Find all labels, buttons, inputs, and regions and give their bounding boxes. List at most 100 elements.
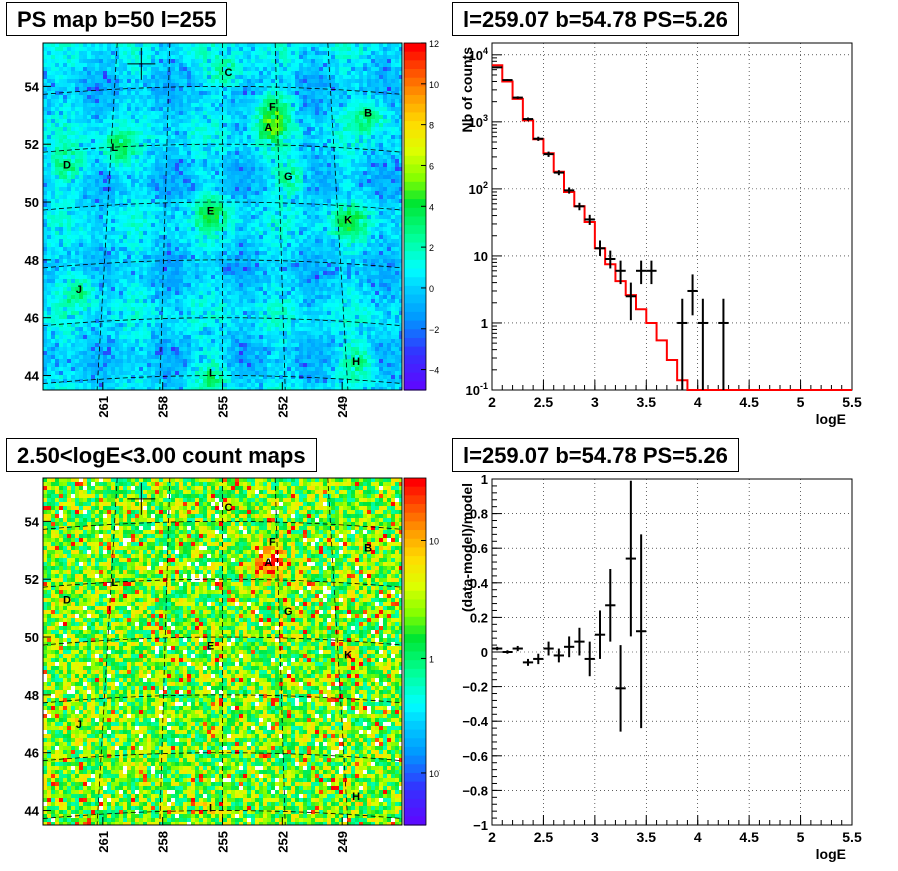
x-tick-label: 249: [335, 831, 350, 853]
data-point: [636, 260, 647, 285]
x-tick-label: 5.5: [842, 829, 862, 845]
data-point: [677, 298, 688, 390]
source-label: C: [225, 67, 233, 79]
source-label: E: [207, 206, 214, 218]
residual-point: [594, 610, 606, 659]
residual-point: [512, 645, 523, 652]
data-point: [533, 136, 544, 141]
x-tick-label: 4.5: [739, 394, 759, 410]
colorbar: 12 10 8 6 4 2 0 −2 −4: [403, 39, 439, 391]
x-tick-label: 258: [156, 831, 171, 853]
y-tick-label: −0.6: [462, 749, 488, 764]
residual-point: [584, 641, 595, 677]
x-tick-label: 2: [488, 394, 496, 410]
residual-point: [625, 480, 636, 637]
y-tick-label: 0.4: [470, 576, 489, 591]
y-tick-label: 48: [25, 253, 39, 268]
y-tick-label: 44: [25, 804, 40, 819]
heatmap-cells: [43, 43, 402, 390]
latitude-line: [42, 636, 403, 646]
x-axis-label: logE: [816, 846, 846, 862]
source-label: D: [63, 594, 71, 606]
source-label: H: [352, 791, 360, 803]
y-axis-label: (data-model)/model: [459, 483, 475, 612]
x-tick-label: 258: [156, 396, 171, 418]
data-point: [502, 79, 513, 82]
x-tick-label: 255: [216, 396, 231, 418]
heatmap-cells: [43, 478, 403, 826]
source-label: C: [225, 502, 233, 514]
colorbar-tick-label: 8: [429, 121, 434, 131]
ps-map-panel: 12 10 8 6 4 2 0 −2 −4 54 52 50 48 46 44 261 258 255 252 249…: [0, 0, 440, 440]
x-tick-label: 261: [96, 831, 111, 853]
latitude-line: [42, 578, 403, 588]
source-label: F: [269, 537, 276, 549]
source-label: L: [111, 577, 118, 589]
x-tick-label: 255: [216, 831, 231, 853]
graticule: [42, 42, 403, 391]
spectrum-panel: 2 2.5 3 3.5 4 4.5 5 5.5 104 103 102 10 1 10-1 logE Nb o…: [440, 0, 898, 440]
count-map-title: 2.50<logE<3.00 count maps: [6, 438, 317, 472]
data-point: [492, 66, 503, 69]
source-label: K: [344, 649, 352, 661]
grid: [491, 479, 853, 825]
residual-point: [492, 646, 503, 651]
y-tick-label: 104: [469, 46, 488, 63]
y-tick-label: 54: [25, 514, 40, 529]
data-point: [646, 260, 657, 285]
residual-point: [605, 568, 616, 642]
model-step-line: [492, 64, 852, 391]
y-tick-label: 0.8: [470, 507, 488, 522]
x-tick-label: 5: [797, 394, 805, 410]
y-tick-label: 50: [25, 195, 39, 210]
source-label: L: [111, 142, 118, 154]
source-label: K: [344, 214, 352, 226]
residual-point: [574, 627, 585, 656]
data-point: [687, 274, 698, 316]
longitude-line: [96, 477, 118, 826]
data-point: [553, 170, 564, 176]
source-label: A: [264, 122, 272, 134]
x-axis-label: logE: [816, 411, 846, 427]
y-tick-label: −0.8: [462, 783, 488, 798]
residual-point: [543, 641, 554, 656]
longitude-line: [159, 42, 171, 391]
data-point: [718, 298, 729, 390]
x-tick-label: 252: [275, 831, 290, 853]
x-tick-label: 3: [591, 394, 599, 410]
source-label: E: [207, 641, 214, 653]
colorbar: 10 1 10-1: [403, 477, 440, 826]
y-tick-label: 0: [481, 645, 488, 660]
data-point: [605, 250, 616, 269]
y-tick-label: 46: [25, 746, 39, 761]
count-map-panel: 10 1 10-1 54 52 50 48 46 44 261 258 255 252 249 C F B A L D…: [0, 436, 440, 871]
data-point: [522, 117, 534, 121]
y-tick-label: 54: [25, 79, 40, 94]
x-tick-label: 3.5: [637, 394, 657, 410]
y-tick-label: 102: [469, 180, 488, 197]
longitude-line: [274, 477, 286, 826]
y-tick-label: 103: [469, 113, 488, 130]
longitude-line: [96, 42, 118, 391]
x-tick-label: 3.5: [637, 829, 657, 845]
ps-map-title: PS map b=50 l=255: [6, 2, 228, 36]
colorbar-tick-label: 0: [429, 284, 434, 294]
residual-title: l=259.07 b=54.78 PS=5.26: [452, 438, 739, 472]
y-tick-label: 46: [25, 311, 39, 326]
y-tick-label: −0.4: [462, 714, 488, 729]
source-label: I: [209, 368, 212, 380]
residual-panel: 2 2.5 3 3.5 4 4.5 5 5.5 1 0.8 0.6 0.4 0.2 0 −0.2 −0.4 −0…: [440, 436, 898, 871]
grid: [491, 43, 853, 390]
y-tick-label: 0.6: [470, 541, 488, 556]
latitude-line: [42, 143, 403, 153]
y-tick-label: 10-1: [466, 381, 488, 398]
colorbar-tick-label: 4: [429, 202, 434, 212]
y-tick-label: 1: [481, 472, 488, 487]
data-point: [584, 214, 595, 225]
source-label: A: [264, 557, 272, 569]
colorbar-tick-label: 6: [429, 161, 434, 171]
data-point: [574, 202, 585, 211]
x-tick-label: 261: [96, 396, 111, 418]
x-tick-label: 249: [335, 396, 350, 418]
source-label: I: [209, 803, 212, 815]
